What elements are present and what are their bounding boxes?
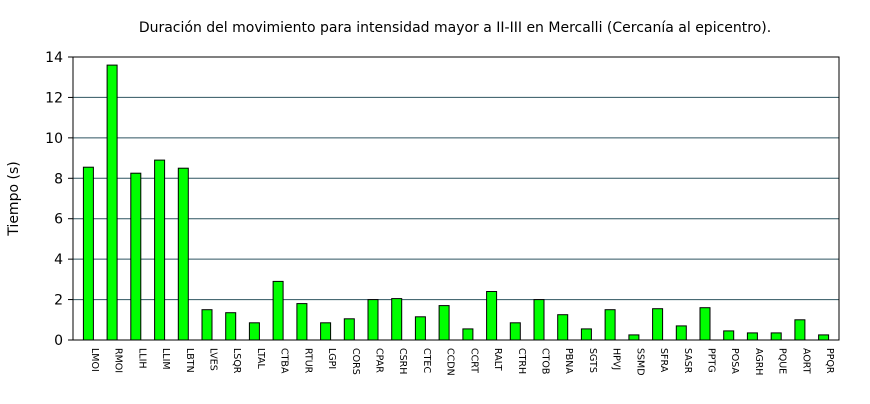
bar-pptg <box>699 307 711 341</box>
bar-posa <box>723 330 735 341</box>
bar-lsqr <box>225 312 237 341</box>
x-tick-label: CTRH <box>516 348 527 374</box>
x-tick-label: HPVJ <box>611 348 622 370</box>
bar-sgts <box>580 328 592 341</box>
bar-ppqr <box>818 334 830 341</box>
bar-csrh <box>391 298 403 341</box>
y-tick-label: 8 <box>54 171 63 187</box>
x-tick-label: CPAR <box>374 348 385 373</box>
bar-pbna <box>557 314 569 341</box>
bar-ltal <box>248 322 260 341</box>
bar-ctrh <box>509 322 521 341</box>
grid-lines <box>73 96 839 301</box>
y-tick-label: 14 <box>45 50 63 66</box>
bar-ccdn <box>438 305 450 341</box>
bar-rmoi <box>106 64 118 341</box>
x-tick-label: AGRH <box>753 348 764 375</box>
bar-lves <box>201 309 213 341</box>
bar-sfra <box>652 308 664 341</box>
y-tick-label: 6 <box>54 212 63 228</box>
bar-lbtn <box>177 167 189 341</box>
x-tick-label: CTEC <box>421 348 432 373</box>
x-tick-label: SGTS <box>587 348 598 373</box>
x-tick-label: LLIM <box>160 348 171 370</box>
bar-llim <box>154 159 166 341</box>
bar-rtur <box>296 303 308 341</box>
bar-ralt <box>486 291 498 341</box>
x-tick-label: SASR <box>682 348 693 374</box>
x-tick-label: LTAL <box>255 348 266 370</box>
bar-ctba <box>272 280 284 341</box>
bar-agrh <box>746 332 758 341</box>
x-tick-label: SFRA <box>658 348 669 373</box>
x-tick-label: CTBA <box>279 348 290 374</box>
x-tick-label: SSMD <box>634 348 645 376</box>
bar-cors <box>343 318 355 341</box>
y-tick-label: 12 <box>45 90 63 106</box>
x-tick-label: LSQR <box>231 348 242 374</box>
y-tick-label: 0 <box>54 333 63 349</box>
x-tick-label: PBNA <box>563 348 574 374</box>
chart-title: Duración del movimiento para intensidad … <box>139 20 771 36</box>
x-tick-label: PPQR <box>824 348 835 374</box>
x-tick-label: PPTG <box>706 348 717 373</box>
y-tick-label: 2 <box>54 293 63 309</box>
x-tick-label: LGPI <box>326 348 337 369</box>
x-tick-label: RTUR <box>302 348 313 374</box>
x-tick-label: AORT <box>800 348 811 374</box>
x-tick-label: RMOI <box>113 348 124 373</box>
bar-ssmd <box>628 334 640 341</box>
bar-llih <box>130 172 142 341</box>
x-axis-ticks: LMOI RMOI LLIH LLIM LBTN LVES LSQR LTAL CTBA RTUR… <box>89 348 835 376</box>
bar-cpar <box>367 299 379 341</box>
x-tick-label: CCDN <box>445 348 456 376</box>
x-tick-label: PQUE <box>777 348 788 374</box>
x-tick-label: LVES <box>208 348 219 371</box>
y-tick-label: 10 <box>45 131 63 147</box>
bar-ccrt <box>462 328 474 341</box>
x-tick-label: LLIH <box>136 348 147 369</box>
bar-ctob <box>533 299 545 341</box>
bar-lmoi <box>82 166 94 341</box>
x-tick-label: LMOI <box>89 348 100 372</box>
y-axis-ticks: 0 2 4 6 8 10 12 14 <box>45 50 73 349</box>
x-tick-label: CORS <box>350 348 361 375</box>
x-tick-label: CTOB <box>540 348 551 374</box>
plot-frame <box>72 56 840 341</box>
bar-sasr <box>675 325 687 341</box>
bar-aort <box>794 319 806 341</box>
bar-lgpi <box>320 322 332 341</box>
bar-hpvj <box>604 309 616 341</box>
x-tick-label: RALT <box>492 348 503 371</box>
x-tick-label: CSRH <box>397 348 408 374</box>
x-tick-label: LBTN <box>184 348 195 373</box>
bar-ctec <box>414 316 426 341</box>
bar-pque <box>770 332 782 341</box>
bars <box>82 64 830 341</box>
y-axis-label: Tiempo (s) <box>6 161 22 236</box>
y-tick-label: 4 <box>54 252 63 268</box>
x-tick-label: CCRT <box>468 348 479 373</box>
x-tick-label: POSA <box>729 348 740 374</box>
